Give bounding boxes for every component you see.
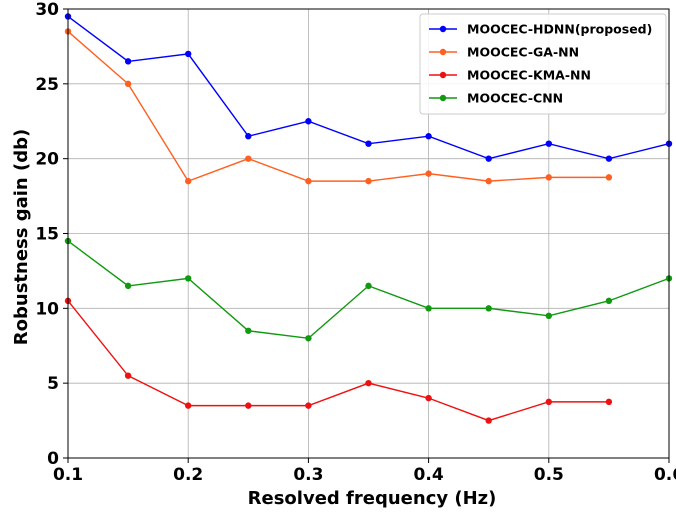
data-point [605,155,613,162]
legend-item: MOOCEC-HDNN(proposed) [429,22,652,37]
data-point [605,398,613,406]
series-3 [64,297,613,424]
series-line [67,300,609,422]
x-tick-label: 0.5 [534,465,564,485]
x-tick-label: 0.1 [53,465,83,485]
data-point [545,312,552,320]
data-point [485,305,492,312]
data-point [185,275,192,282]
y-tick-label: 15 [35,225,59,245]
data-point [305,335,312,342]
data-point [124,58,132,65]
ticks: 0.1 0.2 0.3 0.4 0.5 0.6 0 5 10 15 20 25 30 [35,0,676,485]
data-point [365,140,372,147]
legend-label: MOOCEC-GA-NN [467,45,579,60]
x-axis-label: Resolved frequency (Hz) [248,488,497,509]
data-point [425,170,432,177]
data-point [485,417,492,424]
data-point [485,155,492,162]
series-line [67,30,609,182]
series-1 [64,13,673,162]
y-tick-label: 0 [47,449,59,469]
x-tick-label: 0.3 [293,465,323,485]
y-tick-label: 25 [35,75,59,95]
data-point [545,140,552,147]
legend-label: MOOCEC-HDNN(proposed) [467,22,652,37]
legend-item: MOOCEC-CNN [429,91,563,106]
data-point [305,402,312,409]
data-point [425,305,432,312]
y-tick-label: 30 [35,0,59,20]
y-axis-label: Robustness gain (db) [11,129,32,345]
data-point [185,402,192,409]
data-point [245,133,252,140]
data-point [245,402,252,409]
data-point [605,174,613,181]
y-tick-label: 10 [35,299,59,319]
data-point [305,177,312,185]
x-tick-label: 0.2 [173,465,203,485]
x-tick-label: 0.6 [654,465,676,485]
data-point [185,50,192,58]
y-tick-label: 5 [47,374,59,394]
data-point [545,398,552,406]
data-point [245,327,252,334]
legend-box [419,13,667,115]
series-line [67,240,670,339]
legend-item: MOOCEC-KMA-NN [429,68,591,83]
x-tick-label: 0.4 [414,465,444,485]
data-point [425,133,432,140]
data-point [185,177,192,185]
data-point [245,155,252,162]
legend-label: MOOCEC-CNN [467,91,563,106]
data-point [365,282,372,290]
series-layer [64,13,673,424]
data-point [365,177,372,185]
series-4 [64,237,673,342]
data-point [124,372,132,379]
legend-item: MOOCEC-GA-NN [429,45,579,60]
legend-marker [439,71,447,79]
legend-marker [439,25,447,33]
y-tick-label: 20 [35,150,59,170]
legend-marker [439,94,447,102]
legend-marker [439,48,447,56]
data-point [365,379,372,387]
data-point [545,174,552,181]
data-point [605,297,613,305]
legend-label: MOOCEC-KMA-NN [467,68,591,83]
data-point [425,394,432,402]
data-point [124,282,132,290]
data-point [124,80,132,88]
data-point [485,177,492,185]
legend: MOOCEC-HDNN(proposed) MOOCEC-GA-NN MOOCEC-… [419,13,667,115]
data-point [305,118,312,125]
